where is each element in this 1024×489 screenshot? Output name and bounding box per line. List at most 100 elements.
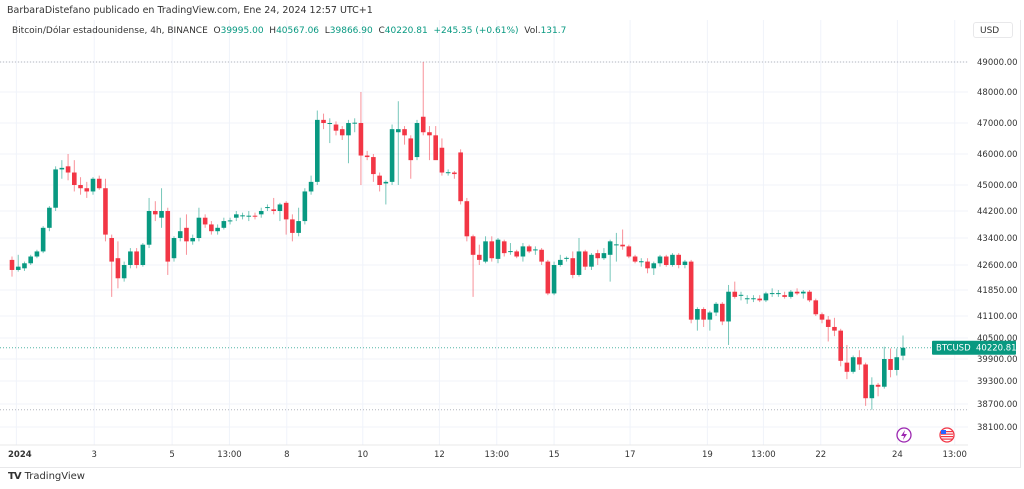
candle xyxy=(202,214,208,228)
candle xyxy=(657,254,663,267)
candle xyxy=(177,217,183,242)
flag-stripe xyxy=(941,438,953,440)
y-tick-label: 40500.00 xyxy=(977,334,1018,344)
candle-body xyxy=(882,359,887,387)
y-tick-label: 43400.00 xyxy=(977,234,1018,244)
candle-body xyxy=(159,211,164,218)
candle-body xyxy=(358,123,364,156)
candle xyxy=(576,238,582,277)
candle xyxy=(589,253,594,270)
candle xyxy=(72,160,77,192)
candle-body xyxy=(501,241,507,254)
candle-body xyxy=(539,249,544,262)
candle xyxy=(682,259,688,269)
tradingview-logo-icon: TV xyxy=(8,471,22,482)
candle-body xyxy=(869,384,875,399)
candle xyxy=(508,243,513,255)
candle xyxy=(495,238,501,264)
candle-body xyxy=(738,294,744,296)
candle xyxy=(888,348,893,378)
chart-frame xyxy=(0,20,1021,468)
candle-body xyxy=(564,257,569,259)
candle-body xyxy=(701,309,706,320)
y-tick-label: 39300.00 xyxy=(977,377,1018,387)
candle xyxy=(146,197,152,249)
candle-body xyxy=(620,244,625,247)
candle-body xyxy=(651,263,657,269)
candle-body xyxy=(234,214,239,218)
candle-body xyxy=(470,236,476,255)
candle-body xyxy=(321,119,326,123)
candle xyxy=(464,197,470,242)
y-tick-label: 39900.00 xyxy=(977,355,1018,365)
candle-body xyxy=(377,175,382,185)
candle-body xyxy=(240,215,245,217)
us-flag-event-icon[interactable] xyxy=(939,427,955,443)
candle-body xyxy=(726,291,731,322)
candle-body xyxy=(533,249,538,251)
candle xyxy=(670,253,675,267)
candle xyxy=(296,207,301,237)
candle xyxy=(408,135,414,179)
candle xyxy=(252,212,258,220)
candle-body xyxy=(682,261,688,265)
candle xyxy=(452,170,457,179)
y-tick-label: 41850.00 xyxy=(977,286,1018,296)
candle-body xyxy=(103,188,108,235)
candle-body xyxy=(327,123,333,124)
candle-body xyxy=(570,258,576,275)
candle-body xyxy=(850,357,856,372)
candle xyxy=(302,188,308,225)
candle-body xyxy=(427,132,432,136)
candle xyxy=(726,284,731,345)
candle xyxy=(134,248,139,269)
candle xyxy=(240,212,245,220)
candle xyxy=(501,239,507,257)
candle-body xyxy=(875,384,881,387)
candle-body xyxy=(165,211,171,262)
candle xyxy=(695,307,700,331)
candle-body xyxy=(28,256,33,264)
candle-body xyxy=(769,293,775,295)
candle-body xyxy=(333,124,339,131)
candle xyxy=(396,101,401,185)
candle-body xyxy=(776,293,781,295)
x-tick-label: 2024 xyxy=(8,450,32,460)
candle xyxy=(813,298,819,316)
candle xyxy=(196,207,202,242)
candle xyxy=(720,302,725,326)
last-price-value: 40220.81 xyxy=(976,344,1017,354)
candle-body xyxy=(670,254,675,265)
candle-body xyxy=(40,227,46,252)
x-tick-label: 17 xyxy=(625,450,636,460)
candle xyxy=(570,251,576,279)
candle xyxy=(15,254,21,272)
candle-body xyxy=(383,181,389,184)
y-tick-label: 44200.00 xyxy=(977,207,1018,217)
candle-body xyxy=(838,330,843,361)
candle-body xyxy=(607,241,613,255)
candle xyxy=(433,126,438,161)
candle-body xyxy=(589,254,594,267)
candle-body xyxy=(900,347,906,356)
candle xyxy=(389,124,395,185)
open-value: 39995.00 xyxy=(220,26,264,36)
candle xyxy=(875,382,881,397)
candle xyxy=(165,207,171,275)
candle xyxy=(558,254,563,267)
candle-body xyxy=(433,135,438,161)
candle xyxy=(564,256,569,262)
x-tick-label: 5 xyxy=(169,450,174,460)
candle xyxy=(832,317,837,337)
candle-body xyxy=(215,227,220,232)
candle xyxy=(121,261,127,282)
lightning-event-icon[interactable] xyxy=(896,427,912,443)
candle xyxy=(352,118,357,133)
candle-body xyxy=(819,314,825,320)
x-tick-label: 10 xyxy=(357,450,368,460)
currency-button[interactable]: USD xyxy=(973,22,1013,38)
candle-body xyxy=(246,215,252,217)
candle xyxy=(34,249,40,259)
candle xyxy=(227,217,233,225)
